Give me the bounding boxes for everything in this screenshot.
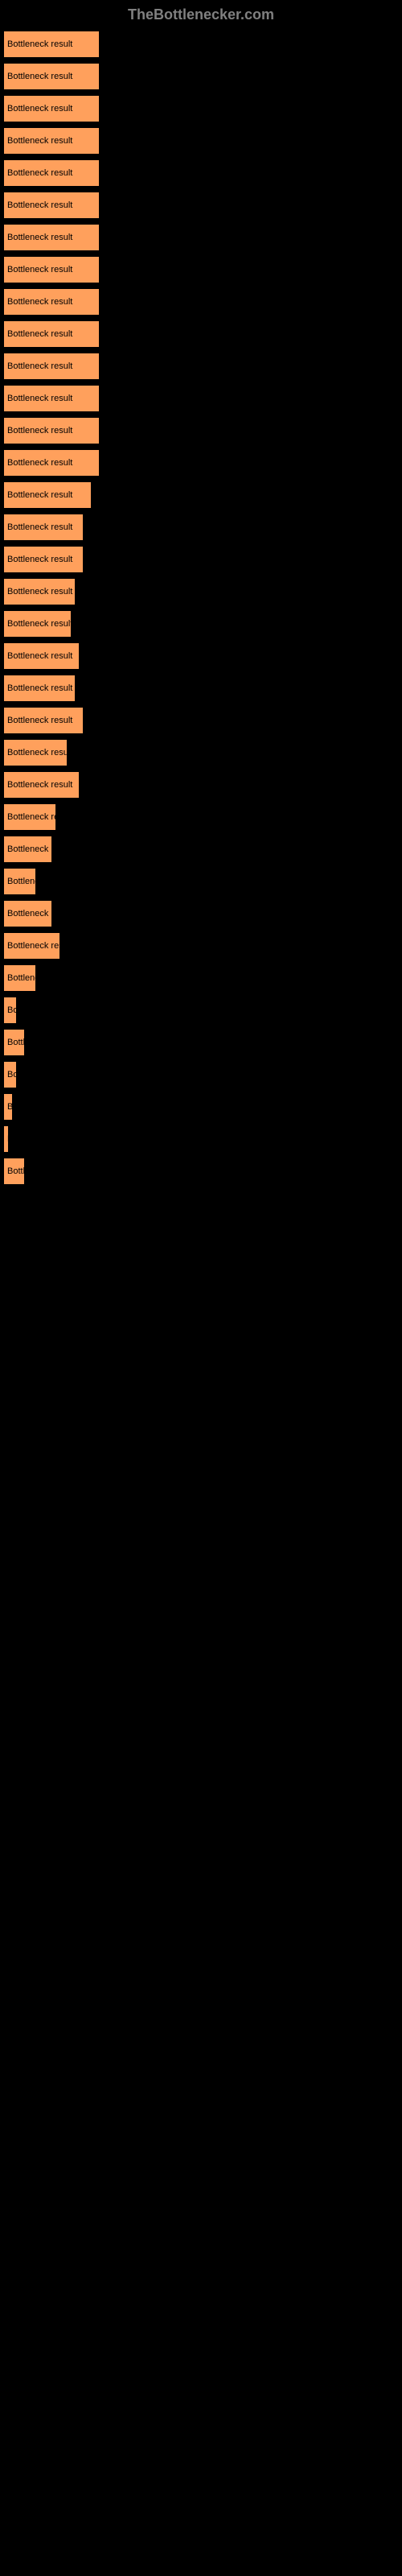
bar-row: Bottleneck result — [4, 643, 398, 669]
bar-row: Bottleneck result — [4, 225, 398, 250]
bar: Bottleneck result — [4, 804, 55, 830]
bar: Bottleneck result — [4, 1030, 24, 1055]
bar: Bottleneck result — [4, 160, 99, 186]
bar-row: Bottleneck result — [4, 965, 398, 991]
bar: Bottleneck result — [4, 289, 99, 315]
bar-row: Bottleneck result — [4, 321, 398, 347]
bar: Bottleneck result — [4, 933, 59, 959]
bar-row: Bottleneck result — [4, 64, 398, 89]
bar-row: Bottleneck result — [4, 708, 398, 733]
bar: Bottleneck result — [4, 1158, 24, 1184]
bar: Bottleneck result — [4, 1094, 12, 1120]
bar-row: Bottleneck result — [4, 482, 398, 508]
bar-row: Bottleneck result — [4, 257, 398, 283]
bar: Bottleneck result — [4, 418, 99, 444]
bar-row: Bottleneck result — [4, 192, 398, 218]
bar-row: Bottleneck result — [4, 579, 398, 605]
bar: Bottleneck result — [4, 547, 83, 572]
bar-row: Bottleneck result — [4, 450, 398, 476]
bar-row: Bottleneck result — [4, 997, 398, 1023]
bar: Bottleneck result — [4, 482, 91, 508]
bar: Bottleneck result — [4, 708, 83, 733]
bar-row: Bottleneck result — [4, 836, 398, 862]
bar: Bottleneck result — [4, 31, 99, 57]
bar: Bottleneck result — [4, 192, 99, 218]
bar-row: Bottleneck result — [4, 611, 398, 637]
bar-row: Bottleneck result — [4, 901, 398, 927]
bar-row: Bottleneck result — [4, 869, 398, 894]
bar-row: Bottleneck result — [4, 418, 398, 444]
bar: Bottleneck result — [4, 675, 75, 701]
bar: Bottleneck result — [4, 386, 99, 411]
bar: Bottleneck result — [4, 514, 83, 540]
bar-row: Bottleneck result — [4, 804, 398, 830]
bar-row: Bottleneck result — [4, 514, 398, 540]
bar-row: Bottleneck result — [4, 386, 398, 411]
bar-row: Bottleneck result — [4, 1158, 398, 1184]
bar-row: Bottleneck result — [4, 1126, 398, 1152]
bar: Bottleneck result — [4, 740, 67, 766]
bar: Bottleneck result — [4, 965, 35, 991]
bar-row: Bottleneck result — [4, 675, 398, 701]
bar-chart: Bottleneck result Bottleneck result Bottle… — [0, 31, 402, 1184]
bar-row: Bottleneck result — [4, 772, 398, 798]
bar: Bottleneck result — [4, 611, 71, 637]
bar-row: Bottleneck result — [4, 740, 398, 766]
bar: Bottleneck result — [4, 450, 99, 476]
bar-row: Bottleneck result — [4, 96, 398, 122]
bar: Bottleneck result — [4, 225, 99, 250]
watermark-text: TheBottlenecker.com — [0, 0, 402, 30]
bar: Bottleneck result — [4, 901, 51, 927]
bar: Bottleneck result — [4, 257, 99, 283]
bar-row: Bottleneck result — [4, 1062, 398, 1088]
bar: Bottleneck result — [4, 321, 99, 347]
bar: Bottleneck result — [4, 1126, 8, 1152]
bar: Bottleneck result — [4, 353, 99, 379]
bar-row: Bottleneck result — [4, 1030, 398, 1055]
bar-row: Bottleneck result — [4, 353, 398, 379]
bar: Bottleneck result — [4, 64, 99, 89]
bar-row: Bottleneck result — [4, 160, 398, 186]
bar: Bottleneck result — [4, 643, 79, 669]
bar: Bottleneck result — [4, 96, 99, 122]
bar-row: Bottleneck result — [4, 933, 398, 959]
bar: Bottleneck result — [4, 128, 99, 154]
bar: Bottleneck result — [4, 772, 79, 798]
bar-row: Bottleneck result — [4, 547, 398, 572]
bar: Bottleneck result — [4, 997, 16, 1023]
bar-row: Bottleneck result — [4, 31, 398, 57]
bar-row: Bottleneck result — [4, 289, 398, 315]
bar: Bottleneck result — [4, 836, 51, 862]
bar-row: Bottleneck result — [4, 128, 398, 154]
bar: Bottleneck result — [4, 1062, 16, 1088]
bar: Bottleneck result — [4, 579, 75, 605]
bar-row: Bottleneck result — [4, 1094, 398, 1120]
bar: Bottleneck result — [4, 869, 35, 894]
